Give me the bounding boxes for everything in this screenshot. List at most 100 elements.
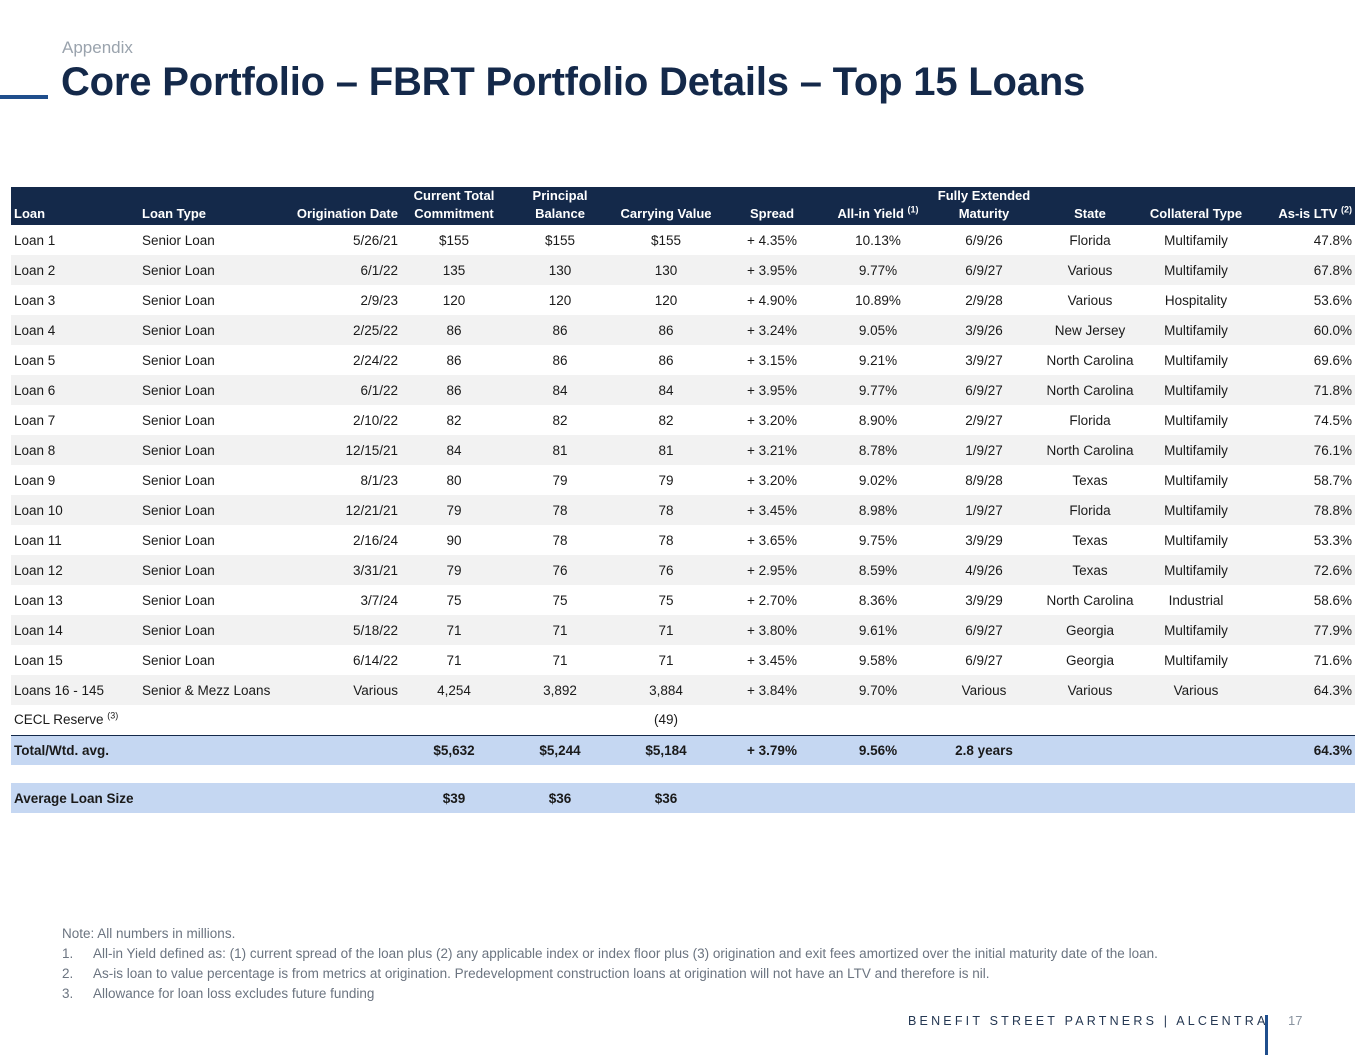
column-header-line2: Origination Date xyxy=(282,205,398,223)
cell-yield: 9.58% xyxy=(858,652,898,668)
cell-collateral: Hospitality xyxy=(1164,292,1228,308)
cell-principal: 3,892 xyxy=(507,675,613,705)
cell-state: Texas xyxy=(1072,532,1108,548)
cell-maturity: 6/9/26 xyxy=(965,232,1003,248)
cell-collateral: Multifamily xyxy=(1143,315,1249,345)
cell-principal: 71 xyxy=(552,652,568,668)
column-header-line2: As-is LTV (2) xyxy=(1252,205,1352,223)
page-title: Core Portfolio – FBRT Portfolio Details … xyxy=(61,60,1086,104)
cell-principal: 79 xyxy=(552,472,568,488)
cell-state: Florida xyxy=(1069,232,1111,248)
footnote-item: 3. Allowance for loan loss excludes futur… xyxy=(62,984,1158,1004)
cell-state: North Carolina xyxy=(1037,375,1143,405)
table-row: Loan 7 Senior Loan 2/10/22 82 82 82 + 3.20% 8.9… xyxy=(11,405,1355,435)
table-row: Loan 2 Senior Loan 6/1/22 135 130 130 + 3.95% 9… xyxy=(11,255,1355,285)
cell-loan: Loan 3 xyxy=(14,292,56,308)
average-commitment: $39 xyxy=(401,783,507,813)
cell-yield: 8.78% xyxy=(825,435,931,465)
column-header-line2: Balance xyxy=(510,205,610,223)
cell-commit: $155 xyxy=(438,232,470,248)
column-header: Origination Date xyxy=(279,187,401,225)
cell-state: Georgia xyxy=(1065,652,1115,668)
cell-principal: 120 xyxy=(548,292,572,308)
footnote-text: All-in Yield defined as: (1) current spr… xyxy=(93,946,1158,961)
column-header-label: Carrying Value xyxy=(620,206,712,221)
cell-type: Senior Loan xyxy=(142,232,215,248)
cell-loan: Loan 13 xyxy=(14,592,63,608)
table-row: Loan 1 Senior Loan 5/26/21 $155 $155 $155 + 4.… xyxy=(11,225,1355,255)
table-row: Loan 12 Senior Loan 3/31/21 79 76 76 + 2.95% 8.… xyxy=(11,555,1355,585)
cell-commit: 80 xyxy=(446,472,462,488)
cell-commit: 79 xyxy=(401,555,507,585)
column-header-label: Collateral Type xyxy=(1149,206,1243,221)
cell-collateral: Multifamily xyxy=(1164,652,1228,668)
cell-ltv: 71.8% xyxy=(1249,375,1355,405)
cell-loan: Loan 7 xyxy=(14,412,56,428)
table-row: Loan 4 Senior Loan 2/25/22 86 86 86 + 3.24% 9.0… xyxy=(11,315,1355,345)
column-header-label: Loan Type xyxy=(142,206,207,221)
cell-maturity: 3/9/29 xyxy=(965,532,1003,548)
cell-ltv: 77.9% xyxy=(1249,615,1355,645)
cell-maturity: 6/9/27 xyxy=(931,615,1037,645)
total-principal: $5,244 xyxy=(507,734,613,765)
column-header-label: Origination Date xyxy=(296,206,398,221)
cell-principal: 81 xyxy=(507,435,613,465)
cell-state: North Carolina xyxy=(1046,592,1134,608)
cell-orig: Various xyxy=(279,675,401,705)
cell-principal: 71 xyxy=(507,615,613,645)
total-row: Total/Wtd. avg. $5,632 $5,244 $5,184 + 3… xyxy=(11,734,1355,765)
cell-yield: 9.70% xyxy=(825,675,931,705)
cell-type: Senior Loan xyxy=(142,472,215,488)
cell-maturity: 3/9/26 xyxy=(931,315,1037,345)
cell-collateral: Various xyxy=(1143,675,1249,705)
cell-orig: 8/1/23 xyxy=(360,472,398,488)
cell-commit: 4,254 xyxy=(401,675,507,705)
cell-orig: 12/15/21 xyxy=(279,435,401,465)
cell-type: Senior Loan xyxy=(142,652,215,668)
loans-table: Loan Loan Type Origination Date Current Tot… xyxy=(11,187,1355,813)
cell-loan: Loan 12 xyxy=(11,555,139,585)
cell-ltv: 72.6% xyxy=(1249,555,1355,585)
cell-commit: 86 xyxy=(401,375,507,405)
cell-spread: + 2.95% xyxy=(719,555,825,585)
page-number: 17 xyxy=(1288,1013,1303,1028)
cell-maturity: 6/9/27 xyxy=(931,255,1037,285)
cell-principal: 78 xyxy=(552,532,568,548)
cell-commit: 75 xyxy=(446,592,462,608)
average-principal: $36 xyxy=(507,783,613,813)
footnote-intro: Note: All numbers in millions. xyxy=(62,926,236,941)
footnote-item: 2. As-is loan to value percentage is from… xyxy=(62,964,1158,984)
cell-type: Senior Loan xyxy=(139,375,279,405)
table-row: Loan 8 Senior Loan 12/15/21 84 81 81 + 3.21% 8.… xyxy=(11,435,1355,465)
cell-type: Senior Loan xyxy=(142,352,215,368)
cell-state: Texas xyxy=(1072,472,1108,488)
total-carrying: $5,184 xyxy=(613,734,719,765)
cell-yield: 9.05% xyxy=(825,315,931,345)
cell-maturity: 1/9/27 xyxy=(931,435,1037,465)
column-header-label: Balance xyxy=(535,206,585,221)
column-header-line2: Loan Type xyxy=(142,205,276,223)
total-ltv: 64.3% xyxy=(1249,734,1355,765)
cell-principal: 76 xyxy=(507,555,613,585)
cell-ltv: 69.6% xyxy=(1313,352,1352,368)
total-maturity: 2.8 years xyxy=(931,734,1037,765)
cell-carrying: 71 xyxy=(658,652,674,668)
column-header-line2: Carrying Value xyxy=(616,205,716,223)
cell-orig: 5/26/21 xyxy=(352,232,398,248)
cecl-footnote-ref: (3) xyxy=(107,710,119,721)
section-label: Appendix xyxy=(62,38,133,57)
cell-loan: Loan 9 xyxy=(14,472,56,488)
cell-loan: Loan 8 xyxy=(11,435,139,465)
cell-state: New Jersey xyxy=(1037,315,1143,345)
cell-loan: Loan 11 xyxy=(14,532,62,548)
cell-spread: + 3.21% xyxy=(719,435,825,465)
cell-collateral: Multifamily xyxy=(1143,435,1249,465)
column-header-line2: Collateral Type xyxy=(1146,205,1246,223)
cell-maturity: 4/9/26 xyxy=(931,555,1037,585)
cell-carrying: 78 xyxy=(613,495,719,525)
cell-state: Various xyxy=(1037,675,1143,705)
cell-yield: 9.02% xyxy=(858,472,898,488)
cell-loan: Loan 6 xyxy=(11,375,139,405)
cell-orig: 3/7/24 xyxy=(360,592,398,608)
cell-orig: 2/9/23 xyxy=(360,292,398,308)
